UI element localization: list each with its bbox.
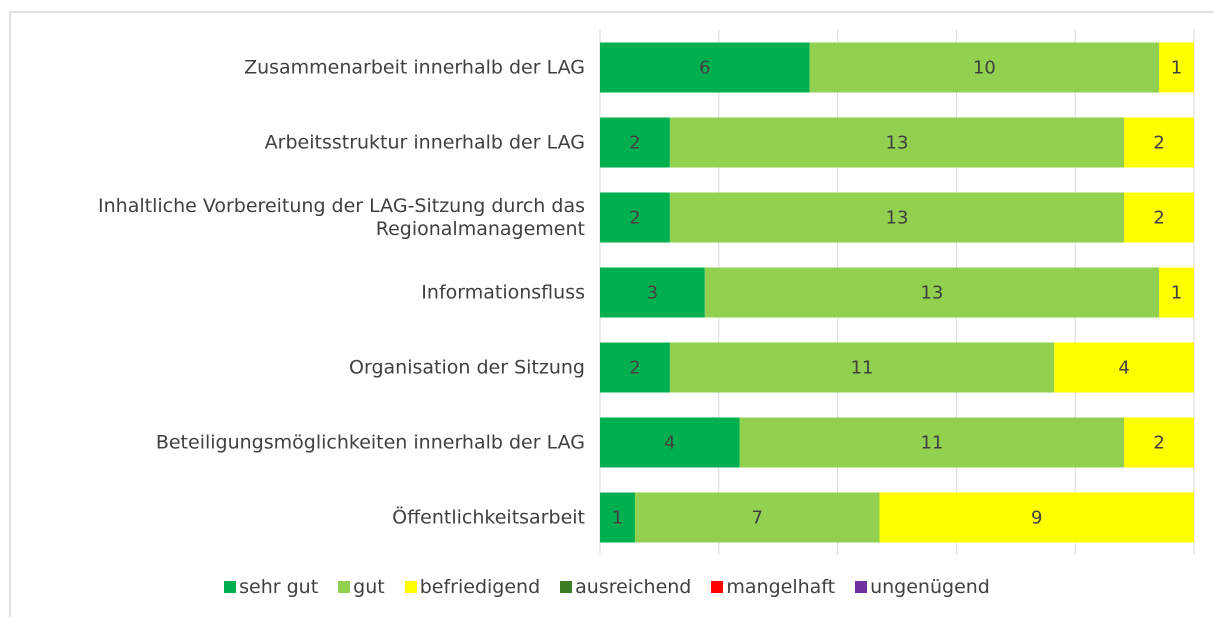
bar-segment xyxy=(1159,42,1194,93)
data-label: 7 xyxy=(752,508,763,529)
data-label: 2 xyxy=(1153,208,1164,229)
legend-item: ausreichend xyxy=(560,576,691,598)
data-label: 1 xyxy=(612,508,623,529)
data-label: 1 xyxy=(1171,283,1182,304)
data-label: 4 xyxy=(1118,358,1129,379)
category-label: Informationsfluss xyxy=(421,281,585,303)
bar-segment xyxy=(1124,192,1194,243)
bar-segment xyxy=(669,342,1055,393)
bar-segment xyxy=(600,492,635,543)
category-label: Öffentlichkeitsarbeit xyxy=(392,506,585,528)
bar-segment xyxy=(809,42,1160,93)
category-label: Beteiligungsmöglichkeiten innerhalb der … xyxy=(155,431,585,453)
data-label: 2 xyxy=(629,358,640,379)
legend-swatch xyxy=(855,581,868,593)
data-label: 4 xyxy=(664,433,675,454)
data-label: 6 xyxy=(699,58,710,79)
data-label: 9 xyxy=(1031,508,1042,529)
data-label: 3 xyxy=(647,283,658,304)
legend-item: sehr gut xyxy=(224,576,318,598)
data-label: 11 xyxy=(920,433,943,454)
bar-segment xyxy=(600,342,670,393)
legend-swatch xyxy=(338,581,351,593)
data-label: 2 xyxy=(1153,133,1164,154)
data-label: 2 xyxy=(629,133,640,154)
legend-swatch xyxy=(711,581,724,593)
bar-segment xyxy=(1124,117,1194,168)
legend-label: sehr gut xyxy=(239,576,319,598)
bar-segment xyxy=(1054,342,1194,393)
category-label: Organisation der Sitzung xyxy=(349,356,585,378)
legend-item: mangelhaft xyxy=(711,576,835,598)
category-label: Inhaltliche Vorbereitung der LAG-Sitzung… xyxy=(98,194,585,240)
bar-segment xyxy=(879,492,1194,543)
legend-swatch xyxy=(224,581,237,593)
legend-label: ausreichend xyxy=(575,576,692,598)
legend-item: gut xyxy=(338,576,385,598)
bar-segment xyxy=(600,42,810,93)
legend-item: befriedigend xyxy=(404,576,541,598)
data-label: 10 xyxy=(973,58,996,79)
legend-label: ungenügend xyxy=(870,576,990,598)
legend-item: ungenügend xyxy=(855,576,990,598)
bar-segment xyxy=(600,267,705,318)
data-label: 2 xyxy=(1153,433,1164,454)
bar-segment xyxy=(669,117,1125,168)
data-label: 13 xyxy=(920,283,943,304)
legend-label: befriedigend xyxy=(419,576,541,598)
data-label: 1 xyxy=(1171,58,1182,79)
category-label: Arbeitsstruktur innerhalb der LAG xyxy=(264,131,585,153)
chart-border xyxy=(9,11,1214,617)
category-label: Zusammenarbeit innerhalb der LAG xyxy=(244,56,585,78)
bar-segment xyxy=(600,117,670,168)
legend-swatch xyxy=(560,581,573,593)
legend-label: gut xyxy=(353,576,385,598)
data-label: 2 xyxy=(629,208,640,229)
legend-label: mangelhaft xyxy=(726,576,836,598)
bar-segment xyxy=(1124,417,1194,468)
bar-segment xyxy=(669,192,1125,243)
bar-segment xyxy=(600,417,740,468)
data-label: 11 xyxy=(851,358,874,379)
bar-segment xyxy=(600,192,670,243)
bar-segment xyxy=(704,267,1160,318)
bar-segment xyxy=(1159,267,1194,318)
legend-swatch xyxy=(404,581,417,593)
data-label: 13 xyxy=(886,208,909,229)
data-label: 13 xyxy=(886,133,909,154)
legend: sehr gut gut befriedigend ausreichend mangel… xyxy=(0,576,1214,598)
bar-segment xyxy=(634,492,880,543)
bar-segment xyxy=(739,417,1125,468)
